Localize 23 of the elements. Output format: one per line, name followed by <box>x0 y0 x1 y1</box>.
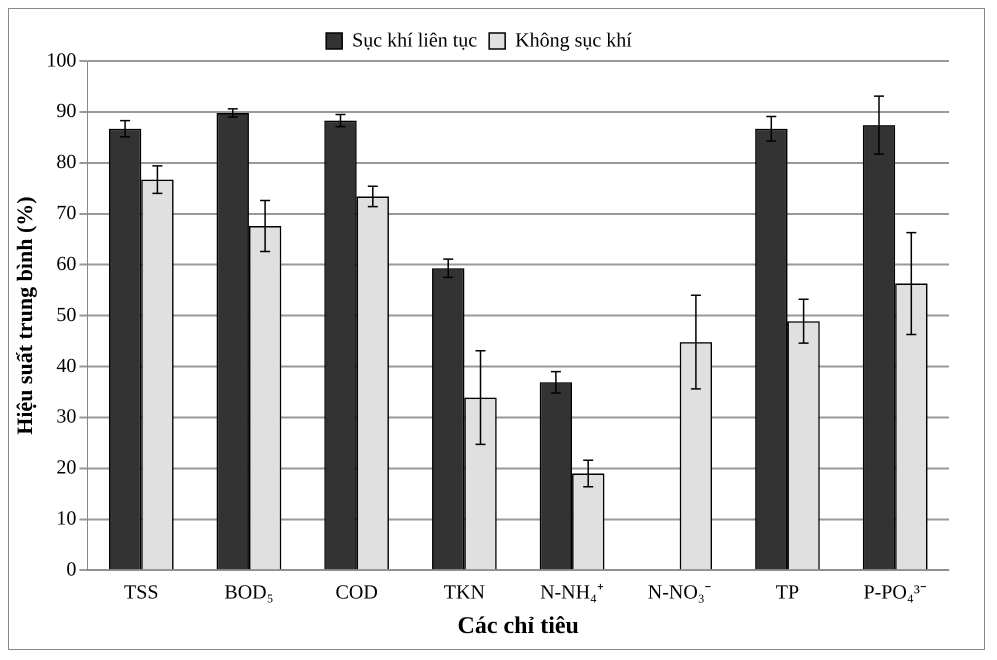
y-tick-label: 30 <box>56 406 76 428</box>
y-axis-title: Hiệu suất trung bình (%) <box>12 196 37 435</box>
x-tick-label: TKN <box>444 581 485 604</box>
y-tick-label: 60 <box>56 252 76 275</box>
x-tick-label: BOD₅ <box>224 581 274 604</box>
y-tick-label: 80 <box>56 151 76 174</box>
y-tick-label: 20 <box>56 456 76 479</box>
x-axis-title: Các chỉ tiêu <box>458 612 579 639</box>
y-tick-label: 0 <box>66 558 76 580</box>
legend-label: Không sục khí <box>515 29 632 52</box>
y-tick-label: 10 <box>56 508 76 530</box>
legend-label: Sục khí liên tục <box>352 29 478 52</box>
x-tick-label: N-NO₃⁻ <box>648 581 712 604</box>
y-tick-label: 50 <box>56 304 76 326</box>
y-tick-label: 90 <box>56 100 76 122</box>
x-tick-label: N-NH₄⁺ <box>540 581 604 604</box>
y-tick-label: 100 <box>46 49 76 72</box>
x-tick-label: COD <box>336 581 378 604</box>
y-tick-label: 70 <box>56 202 76 224</box>
y-tick-label: 40 <box>56 354 76 377</box>
x-tick-label: TP <box>776 581 800 604</box>
x-tick-label: TSS <box>124 581 158 604</box>
x-tick-label: P-PO₄³⁻ <box>863 581 927 604</box>
